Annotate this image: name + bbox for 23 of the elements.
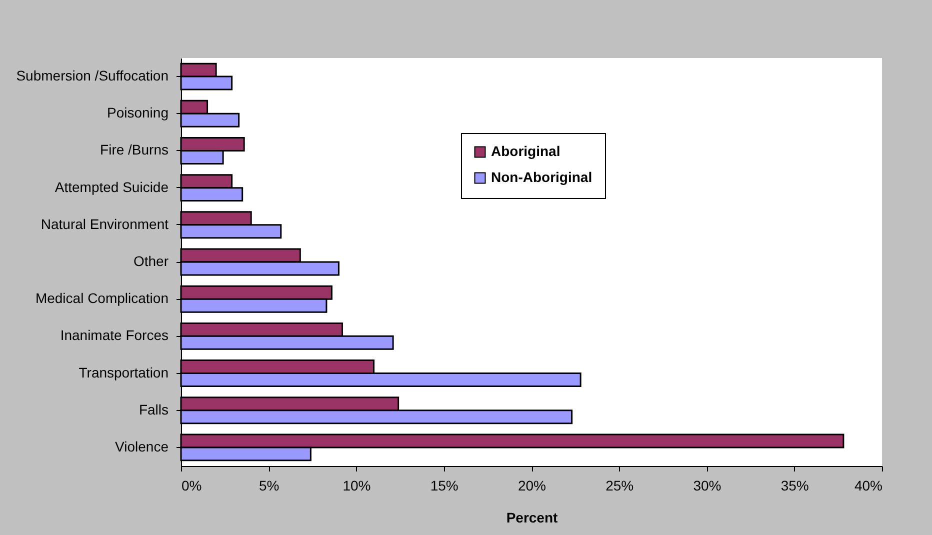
y-tick-label: Submersion /Suffocation: [16, 68, 168, 84]
x-tick-label: 25%: [606, 478, 634, 494]
x-axis-title: Percent: [506, 510, 558, 526]
y-tick-label: Falls: [138, 401, 168, 418]
y-tick-label: Fire /Burns: [100, 142, 168, 158]
x-tick-label: 5%: [259, 478, 280, 494]
x-tick-label: 40%: [854, 478, 882, 494]
x-tick-label: 0%: [182, 478, 202, 494]
x-tick-label: 10%: [342, 478, 371, 494]
x-tick-label: 15%: [430, 478, 458, 494]
y-tick-label: Transportation: [78, 364, 168, 380]
y-tick-label: Medical Complication: [35, 290, 168, 306]
y-tick-label: Other: [133, 253, 169, 269]
x-tick-label: 30%: [693, 478, 722, 494]
y-tick-label: Poisoning: [107, 104, 168, 121]
legend-label: Non-Aboriginal: [491, 169, 592, 185]
y-tick-label: Violence: [115, 438, 169, 454]
x-tick-label: 35%: [780, 478, 809, 494]
y-tick-label: Attempted Suicide: [54, 178, 169, 195]
y-tick-label: Natural Environment: [40, 216, 169, 232]
legend-label: Aboriginal: [491, 143, 560, 159]
x-tick-label: 20%: [518, 478, 546, 494]
y-tick-label: Inanimate Forces: [60, 327, 168, 344]
